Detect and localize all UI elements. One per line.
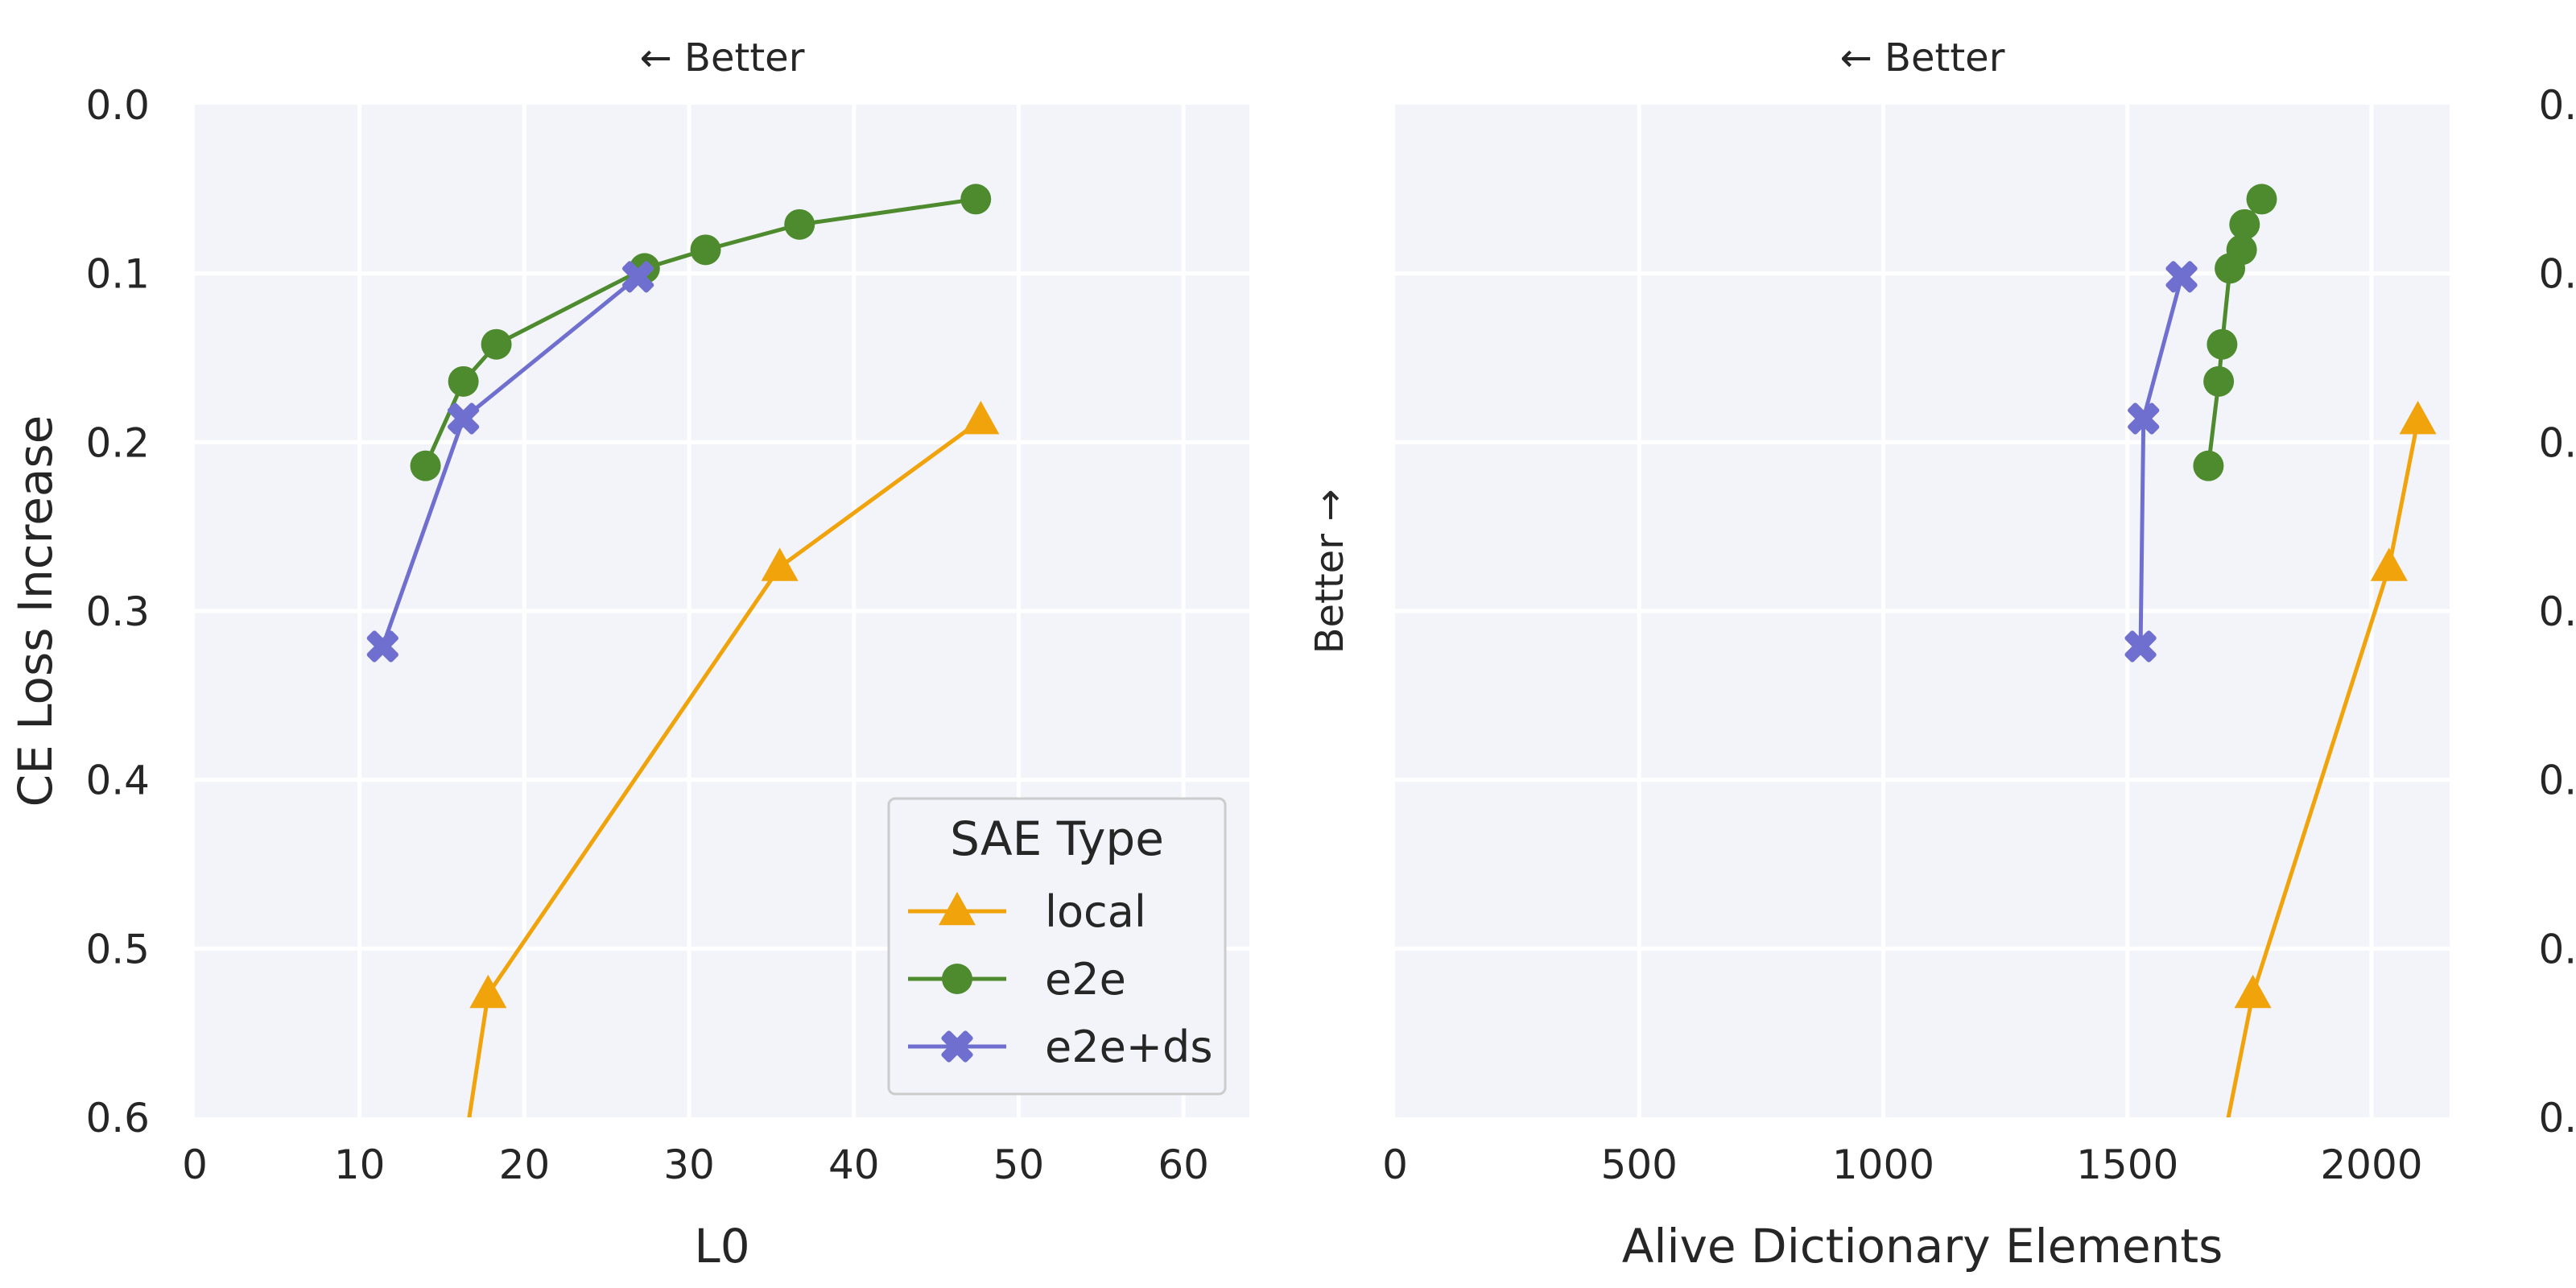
y-tick-label: 0.0 [85, 82, 150, 129]
data-point-local [2399, 400, 2437, 435]
legend-label: e2e [1045, 954, 1126, 1005]
y-tick-label: 0.3 [85, 588, 150, 635]
data-point-e2e [960, 184, 992, 215]
data-point-e2e+ds [2165, 261, 2198, 293]
x-tick-label: 2000 [2320, 1141, 2422, 1188]
x-tick-label: 0 [182, 1141, 208, 1188]
legend-box [887, 797, 1227, 1096]
y-tick-label: 0.3 [2538, 588, 2576, 635]
series-clip-left [366, 184, 1000, 1117]
data-point-e2e [410, 450, 441, 481]
series-clip-right [2124, 184, 2437, 1117]
data-point-e2e+ds [2124, 630, 2157, 663]
data-point-e2e [2193, 450, 2224, 481]
y-axis-label-left: CE Loss Increase [8, 415, 63, 807]
panel-right-title: ← Better [1840, 35, 2005, 80]
y-ticks-right: 0.0 0.1 0.2 0.3 0.4 0.5 0.6 [2538, 82, 2576, 1141]
legend-label: e2e+ds [1045, 1022, 1212, 1072]
series-line-local [2226, 419, 2421, 1117]
x-tick-label: 60 [1158, 1141, 1209, 1188]
series-left [366, 184, 1000, 1117]
data-point-e2e [784, 208, 815, 240]
y-tick-label: 0.2 [2538, 419, 2576, 466]
series-right [2124, 184, 2437, 1117]
data-point-e2e+ds [2128, 402, 2160, 435]
panel-left: 0 10 20 30 40 50 60 0.0 0.1 0.2 0.3 0.4 0.5 0.6 ← Be… [8, 35, 1249, 1274]
legend: SAE Type local e2e e2e+ds [887, 797, 1227, 1096]
data-point-e2e+ds [448, 402, 480, 435]
y-tick-label: 0.6 [85, 1095, 150, 1141]
legend-entry-local: local [908, 886, 1146, 937]
x-axis-label-right: Alive Dictionary Elements [1622, 1219, 2223, 1274]
y-axis-label-right: Better → [1307, 489, 1352, 654]
x-tick-label: 30 [663, 1141, 715, 1188]
legend-entry-e2e+ds: e2e+ds [908, 1022, 1212, 1072]
data-point-local [962, 400, 1000, 435]
panel-left-title: ← Better [640, 35, 805, 80]
y-tick-label: 0.0 [2538, 82, 2576, 129]
x-tick-label: 1500 [2076, 1141, 2178, 1188]
x-tick-label: 500 [1601, 1141, 1678, 1188]
legend-marker-e2e [942, 964, 972, 994]
x-tick-label: 40 [828, 1141, 880, 1188]
y-tick-label: 0.4 [2538, 758, 2576, 804]
legend-title: SAE Type [950, 811, 1164, 866]
data-point-local [761, 547, 799, 581]
data-point-e2e [2229, 208, 2260, 240]
data-point-e2e [481, 328, 512, 360]
y-ticks-left: 0.0 0.1 0.2 0.3 0.4 0.5 0.6 [85, 82, 150, 1141]
data-point-local [2370, 547, 2408, 581]
data-point-e2e [2246, 184, 2277, 215]
x-tick-label: 50 [993, 1141, 1045, 1188]
x-ticks-right: 0 500 1000 1500 2000 [1382, 1141, 2422, 1188]
data-point-e2e [448, 365, 479, 397]
legend-label: local [1045, 886, 1146, 937]
data-point-e2e [2207, 328, 2238, 360]
data-point-local [2234, 974, 2272, 1009]
y-tick-label: 0.6 [2538, 1095, 2576, 1141]
y-tick-label: 0.5 [85, 926, 150, 972]
y-tick-label: 0.2 [85, 419, 150, 466]
x-axis-label-left: L0 [694, 1219, 749, 1274]
legend-marker-e2e+ds [941, 1030, 973, 1063]
series-line-local [467, 419, 982, 1117]
data-point-local [469, 974, 507, 1009]
x-tick-label: 10 [334, 1141, 386, 1188]
legend-entries: local e2e e2e+ds [908, 886, 1212, 1072]
y-tick-label: 0.1 [2538, 251, 2576, 298]
x-tick-label: 0 [1382, 1141, 1408, 1188]
legend-entry-e2e: e2e [908, 954, 1126, 1005]
y-tick-label: 0.4 [85, 758, 150, 804]
y-tick-label: 0.5 [2538, 926, 2576, 972]
data-point-e2e [2203, 365, 2235, 397]
y-tick-label: 0.1 [85, 251, 150, 298]
panel-right: 0 500 1000 1500 2000 0.0 0.1 0.2 0.3 0.4 0.5 0.6 ←… [1307, 35, 2576, 1274]
data-point-e2e+ds [366, 630, 398, 663]
x-tick-label: 1000 [1832, 1141, 1934, 1188]
legend-marker-local [939, 891, 976, 926]
data-point-e2e [690, 234, 721, 266]
x-ticks-left: 0 10 20 30 40 50 60 [182, 1141, 1209, 1188]
data-point-e2e+ds [621, 261, 654, 293]
data-point-e2e [2226, 234, 2257, 266]
x-tick-label: 20 [499, 1141, 551, 1188]
grid-right [1395, 105, 2450, 1117]
